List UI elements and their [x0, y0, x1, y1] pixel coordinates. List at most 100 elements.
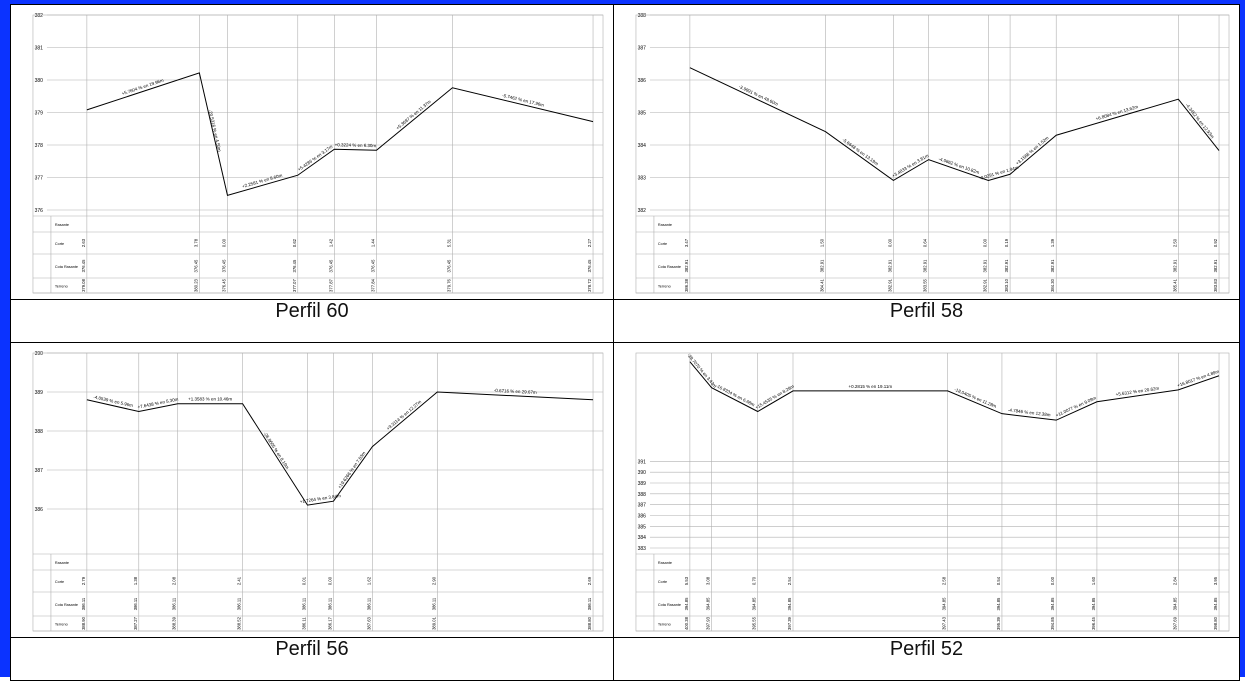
- table-row-label: Terreno: [55, 622, 68, 626]
- slope-label: +3.4833 % en 3.81m: [891, 153, 930, 179]
- terrain-line: [86, 391, 594, 506]
- y-tick-label: 385: [638, 524, 647, 530]
- table-value: 2.41: [237, 576, 242, 585]
- profile-cell-58: 382 383 384 385 386 387 388 -3.9891 % en 49.60m…: [613, 4, 1240, 300]
- table-value: 386.17: [327, 616, 332, 629]
- y-tick-label: 376: [35, 208, 44, 214]
- caption-perfil-56: Perfil 56: [10, 637, 614, 681]
- table-value: 3.95: [1213, 576, 1218, 585]
- slope-label: +1.7264 % en 3.84m: [299, 493, 341, 504]
- table-value: 376.45: [328, 259, 333, 272]
- table-row-label: Corte: [658, 580, 667, 584]
- slope-label: -26.8605 % en 8.19m: [263, 431, 290, 470]
- slope-label: -18.0405 % en 11.28m: [954, 387, 998, 409]
- table-value: 1.62: [366, 576, 371, 585]
- table-value: 376.45: [370, 259, 375, 272]
- table-value: 376.45: [221, 278, 226, 291]
- table-value: 382.91: [1213, 259, 1218, 272]
- table-value: 382.91: [923, 259, 928, 272]
- table-value: 394.85: [1172, 597, 1177, 610]
- table-value: 377.87: [328, 278, 333, 291]
- table-value: 394.85: [752, 597, 757, 610]
- y-tick-label: 384: [638, 535, 647, 541]
- y-tick-label: 387: [638, 503, 647, 509]
- table-value: 0.00: [1050, 576, 1055, 585]
- slope-label: +0.3224 % en 6.30m: [335, 142, 377, 148]
- table-value: 382.91: [1004, 259, 1009, 272]
- table-value: 389.01: [431, 616, 436, 629]
- slope-label: -16.8334 % en 6.68m: [715, 383, 756, 407]
- table-value: 394.85: [1050, 616, 1055, 629]
- table-value: 383.10: [1004, 278, 1009, 291]
- table-value: 394.85: [1050, 597, 1055, 610]
- y-tick-label: 384: [638, 143, 647, 149]
- slope-label: +3.1568 % en 1.52m: [1015, 135, 1050, 166]
- table-value: 398.80: [1213, 616, 1218, 629]
- table-value: 376.45: [292, 259, 297, 272]
- table-row-label: Rasante: [658, 223, 672, 227]
- table-value: 400.38: [684, 616, 689, 629]
- profiles-table: 376 377 378 379 380 381 382 +5.7604 % en 19.96m…: [10, 4, 1240, 681]
- table-value: 2.08: [172, 576, 177, 585]
- table-value: 382.91: [820, 259, 825, 272]
- caption-perfil-60: Perfil 60: [10, 299, 614, 343]
- table-value: 0.54: [996, 576, 1001, 585]
- table-value: 394.85: [684, 597, 689, 610]
- table-value: 3.08: [706, 576, 711, 585]
- table-value: 0.00: [327, 576, 332, 585]
- table-value: 376.45: [81, 259, 86, 272]
- caption-perfil-58: Perfil 58: [613, 299, 1240, 343]
- table-value: 377.84: [370, 278, 375, 291]
- slope-label: +5.6312 % en 20.62m: [1115, 386, 1159, 397]
- table-value: 382.91: [1050, 259, 1055, 272]
- slope-label: -28.7070 % en 3.43m: [686, 353, 717, 389]
- table-value: 386.11: [327, 597, 332, 610]
- table-value: 386.38: [684, 278, 689, 291]
- profile-chart-52: 383 384 385 386 387 388 389 390 391 -28.7070 % en…: [635, 353, 1230, 632]
- table-value: 0.19: [1004, 238, 1009, 247]
- table-value: 0.00: [982, 238, 987, 247]
- y-tick-label: 390: [35, 351, 44, 357]
- table-value: 394.85: [996, 597, 1001, 610]
- table-value: 388.90: [81, 616, 86, 629]
- table-value: 382.91: [887, 259, 892, 272]
- table-row-label: Terreno: [55, 284, 68, 288]
- table-value: 5.31: [446, 238, 451, 247]
- table-row-label: Corte: [658, 242, 667, 246]
- table-value: 387.27: [133, 616, 138, 629]
- table-value: 2.54: [787, 576, 792, 585]
- y-tick-label: 389: [35, 390, 44, 396]
- slope-label: -0.0291 % en 1.94m: [979, 165, 1019, 181]
- slope-label: -3.9891 % en 49.60m: [738, 84, 779, 107]
- y-tick-label: 381: [35, 45, 44, 51]
- y-tick-label: 377: [35, 175, 44, 181]
- y-tick-label: 387: [638, 45, 647, 51]
- table-value: 386.11: [302, 597, 307, 610]
- y-tick-label: 390: [638, 470, 647, 476]
- plot-frame: [32, 352, 604, 632]
- slope-label: -0.6716 % en 29.67m: [494, 388, 537, 395]
- table-value: 0.92: [1213, 238, 1218, 247]
- slope-label: -5.7462 % en 17.96m: [502, 93, 545, 108]
- table-value: 388.80: [587, 616, 592, 629]
- table-value: 386.11: [81, 597, 86, 610]
- table-value: 394.85: [1213, 597, 1218, 610]
- slope-label: -4.0662 % en 10.82m: [938, 156, 980, 175]
- y-tick-label: 389: [638, 481, 647, 487]
- table-value: 382.91: [684, 259, 689, 272]
- terrain-line: [689, 67, 1220, 182]
- table-value: 387.63: [366, 616, 371, 629]
- table-value: 386.11: [366, 597, 371, 610]
- profile-cell-52: 383 384 385 386 387 388 389 390 391 -28.7070 % en…: [613, 342, 1240, 638]
- table-value: 385.41: [1172, 278, 1177, 291]
- table-value: 0.62: [292, 238, 297, 247]
- table-value: 383.55: [923, 278, 928, 291]
- y-tick-label: 388: [638, 492, 647, 498]
- table-value: 383.83: [1213, 278, 1218, 291]
- table-value: 1.60: [1091, 576, 1096, 585]
- table-value: 0.70: [752, 576, 757, 585]
- y-tick-label: 382: [35, 13, 44, 19]
- y-tick-label: 387: [35, 468, 44, 474]
